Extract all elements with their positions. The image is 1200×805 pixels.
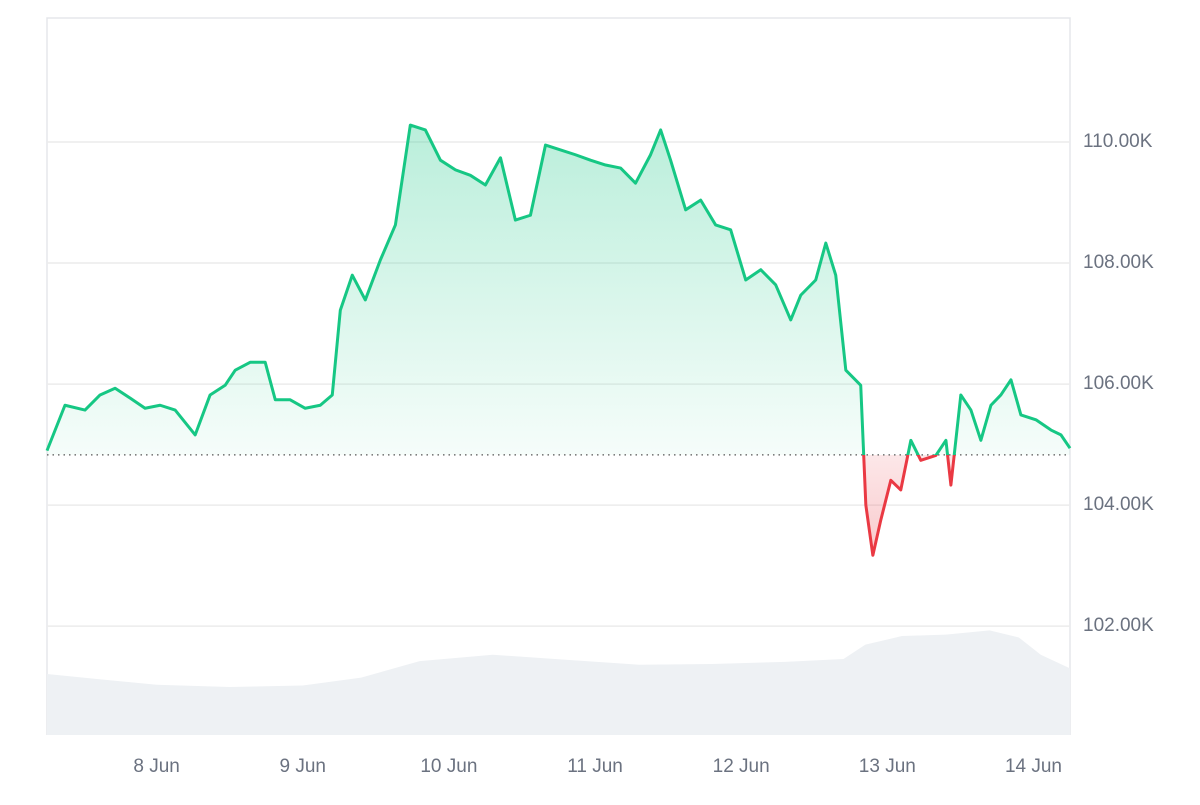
x-tick-label: 14 Jun — [1005, 756, 1062, 777]
x-tick-label: 11 Jun — [567, 756, 623, 777]
x-tick-label: 10 Jun — [420, 756, 477, 777]
x-tick-label: 12 Jun — [713, 756, 770, 777]
y-tick-label: 102.00K — [1083, 615, 1154, 636]
y-tick-label: 108.00K — [1083, 252, 1154, 273]
y-tick-label: 110.00K — [1083, 131, 1153, 152]
price-area — [47, 125, 1070, 556]
plot-frame — [46, 17, 1071, 735]
x-tick-label: 9 Jun — [280, 756, 326, 777]
y-tick-label: 106.00K — [1083, 373, 1154, 394]
volume-area — [47, 630, 1070, 735]
x-tick-label: 13 Jun — [859, 756, 916, 777]
y-tick-label: 104.00K — [1083, 494, 1154, 515]
price-line — [45, 123, 1072, 557]
x-tick-label: 8 Jun — [133, 756, 179, 777]
